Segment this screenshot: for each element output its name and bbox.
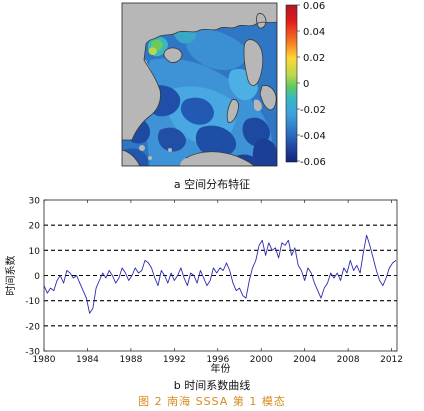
y-tick-label: 20 [29,222,41,232]
x-axis-label: 年份 [211,362,231,375]
y-tick-label: 0 [34,272,40,282]
colorbar-ticks: 0.06 0.04 0.02 0 -0.02 -0.04 -0.06 [297,1,326,168]
colorbar-tick-label: 0 [303,79,309,90]
colorbar-tick-label: -0.04 [300,131,326,142]
y-tick-label: -20 [25,322,40,332]
series-line [43,234,397,314]
x-tick-label: 1992 [163,355,186,365]
x-tick-label: 1984 [76,355,99,365]
y-tick-label: -30 [25,348,40,358]
figure-title: 图 2 南海 SSSA 第 1 模态 [138,395,286,408]
x-tick-label: 2012 [380,355,403,365]
x-tick-label: 1996 [206,355,229,365]
y-tick-label: 10 [29,247,41,257]
x-tick-label: 2004 [293,355,316,365]
panel-a-caption: a 空间分布特征 [173,178,251,191]
x-tick-label: 2008 [337,355,360,365]
colorbar-tick-label: -0.02 [300,105,326,116]
colorbar [285,4,298,163]
y-tick-label: -10 [25,297,40,307]
x-tick-label: 1980 [33,355,56,365]
x-tick-label: 2000 [250,355,273,365]
y-axis-label: 时间系数 [4,256,17,296]
y-tick-label: 30 [29,197,41,207]
panel-b-caption: b 时间系数曲线 [173,379,251,392]
spatial-map [122,3,277,166]
colorbar-tick-label: 0.02 [303,53,325,64]
colorbar-tick-label: 0.04 [303,27,325,38]
x-tick-label: 1988 [119,355,142,365]
colorbar-tick-label: 0.06 [303,1,325,12]
map-frame [121,2,278,167]
colorbar-tick-label: -0.06 [300,157,326,168]
